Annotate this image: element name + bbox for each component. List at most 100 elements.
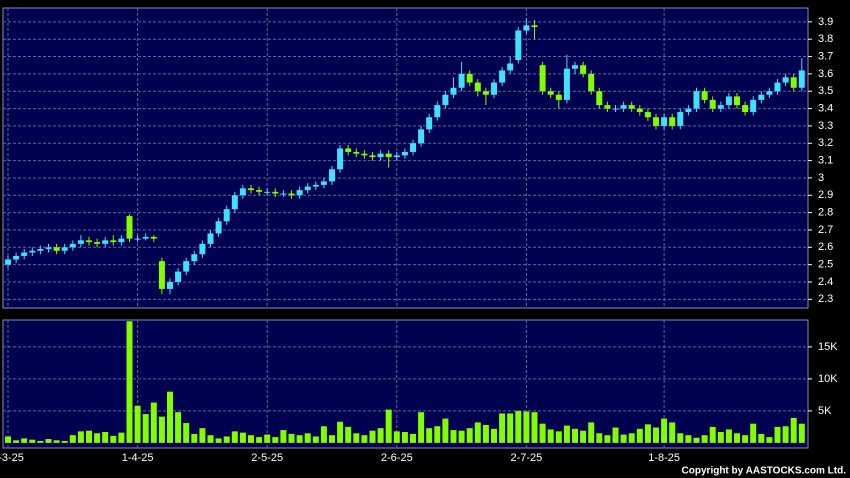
candle-body <box>515 30 522 61</box>
volume-bar <box>531 412 538 443</box>
volume-bar <box>264 434 271 443</box>
volume-bar <box>369 430 376 443</box>
volume-bar <box>126 321 133 443</box>
candle-body <box>280 193 287 195</box>
volume-bar <box>102 432 109 443</box>
volume-bar <box>604 435 611 443</box>
volume-bar <box>353 433 360 443</box>
y-tick-label: 3.6 <box>818 68 833 80</box>
candle-body <box>725 96 732 106</box>
volume-bar <box>555 431 562 443</box>
volume-bar <box>94 433 101 443</box>
candle-body <box>620 105 627 109</box>
candle-body <box>685 108 692 113</box>
volume-bar <box>685 435 692 443</box>
volume-bar <box>207 435 214 443</box>
candle-body <box>547 91 554 95</box>
candle-body <box>126 216 133 239</box>
volume-bar <box>758 433 765 443</box>
volume-bar <box>434 426 441 443</box>
candle-body <box>102 240 109 244</box>
candle-body <box>393 155 400 158</box>
candle-body <box>410 143 416 152</box>
volume-bar <box>385 409 392 443</box>
candle-body <box>450 87 457 95</box>
candle-body <box>507 63 514 71</box>
candle-body <box>377 153 384 158</box>
y-tick-label: 2.8 <box>818 207 833 219</box>
volume-bar <box>329 435 335 443</box>
candle-body <box>466 73 473 83</box>
candle-body <box>61 247 68 251</box>
candle-body <box>37 249 44 251</box>
candle-body <box>701 91 708 100</box>
volume-bar <box>142 414 149 443</box>
candle-body <box>758 94 765 100</box>
volume-bar <box>482 424 489 443</box>
y-tick-label: 10K <box>818 373 838 385</box>
volume-bar <box>401 432 408 443</box>
y-tick-label: 2.4 <box>818 276 833 288</box>
volume-bar <box>158 416 165 443</box>
volume-bar <box>150 402 157 443</box>
candle-body <box>782 77 789 83</box>
candle-body <box>312 184 319 187</box>
volume-bar <box>701 435 708 443</box>
volume-bar <box>588 422 595 443</box>
candle-body <box>750 99 757 113</box>
volume-bar <box>539 423 546 443</box>
candle-body <box>385 153 392 158</box>
y-tick-label: 3.3 <box>818 120 833 132</box>
candle-body <box>604 105 611 109</box>
candle-body <box>369 155 376 158</box>
y-tick-label: 2.6 <box>818 241 833 253</box>
y-tick-label: 3.9 <box>818 16 833 28</box>
x-tick-label: 3-3-25 <box>0 452 24 464</box>
candle-body <box>231 195 238 210</box>
candle-body <box>717 105 724 109</box>
candle-body <box>474 82 481 92</box>
candle-body <box>612 108 619 110</box>
volume-bar <box>45 439 52 443</box>
volume-bar <box>337 421 344 443</box>
volume-bar <box>636 428 643 443</box>
volume-bar <box>256 437 263 443</box>
volume-bar <box>507 413 514 443</box>
candle-body <box>458 73 465 88</box>
volume-bar <box>742 435 749 443</box>
volume-bar <box>628 433 635 443</box>
candle-body <box>5 259 11 265</box>
volume-bar <box>410 433 416 443</box>
candle-body <box>239 188 246 196</box>
volume-bar <box>620 434 627 443</box>
candle-body <box>345 148 352 152</box>
candle-body <box>150 236 157 239</box>
volume-bar <box>709 426 716 443</box>
volume-bar <box>774 426 781 443</box>
volume-bar <box>474 422 481 443</box>
y-tick-label: 2.3 <box>818 293 833 305</box>
volume-bar <box>118 432 125 443</box>
volume-bar <box>239 432 246 443</box>
volume-bar <box>272 437 279 443</box>
candle-body <box>296 190 303 196</box>
volume-bar <box>693 437 700 443</box>
volume-bar <box>717 432 724 443</box>
volume-bar <box>450 430 457 443</box>
candle-body <box>572 65 578 69</box>
volume-bar <box>547 429 554 443</box>
x-tick-label: 2-5-25 <box>251 452 283 464</box>
volume-bar <box>312 436 319 443</box>
volume-bar <box>53 440 60 443</box>
volume-bar <box>361 435 368 443</box>
y-tick-label: 3.4 <box>818 102 833 114</box>
volume-bar <box>596 433 603 443</box>
candle-body <box>199 243 206 255</box>
candle-body <box>191 254 198 262</box>
volume-bar <box>183 423 190 443</box>
volume-bar <box>61 440 68 443</box>
candle-body <box>790 77 797 88</box>
candle-body <box>320 181 327 185</box>
candle-body <box>86 240 92 243</box>
